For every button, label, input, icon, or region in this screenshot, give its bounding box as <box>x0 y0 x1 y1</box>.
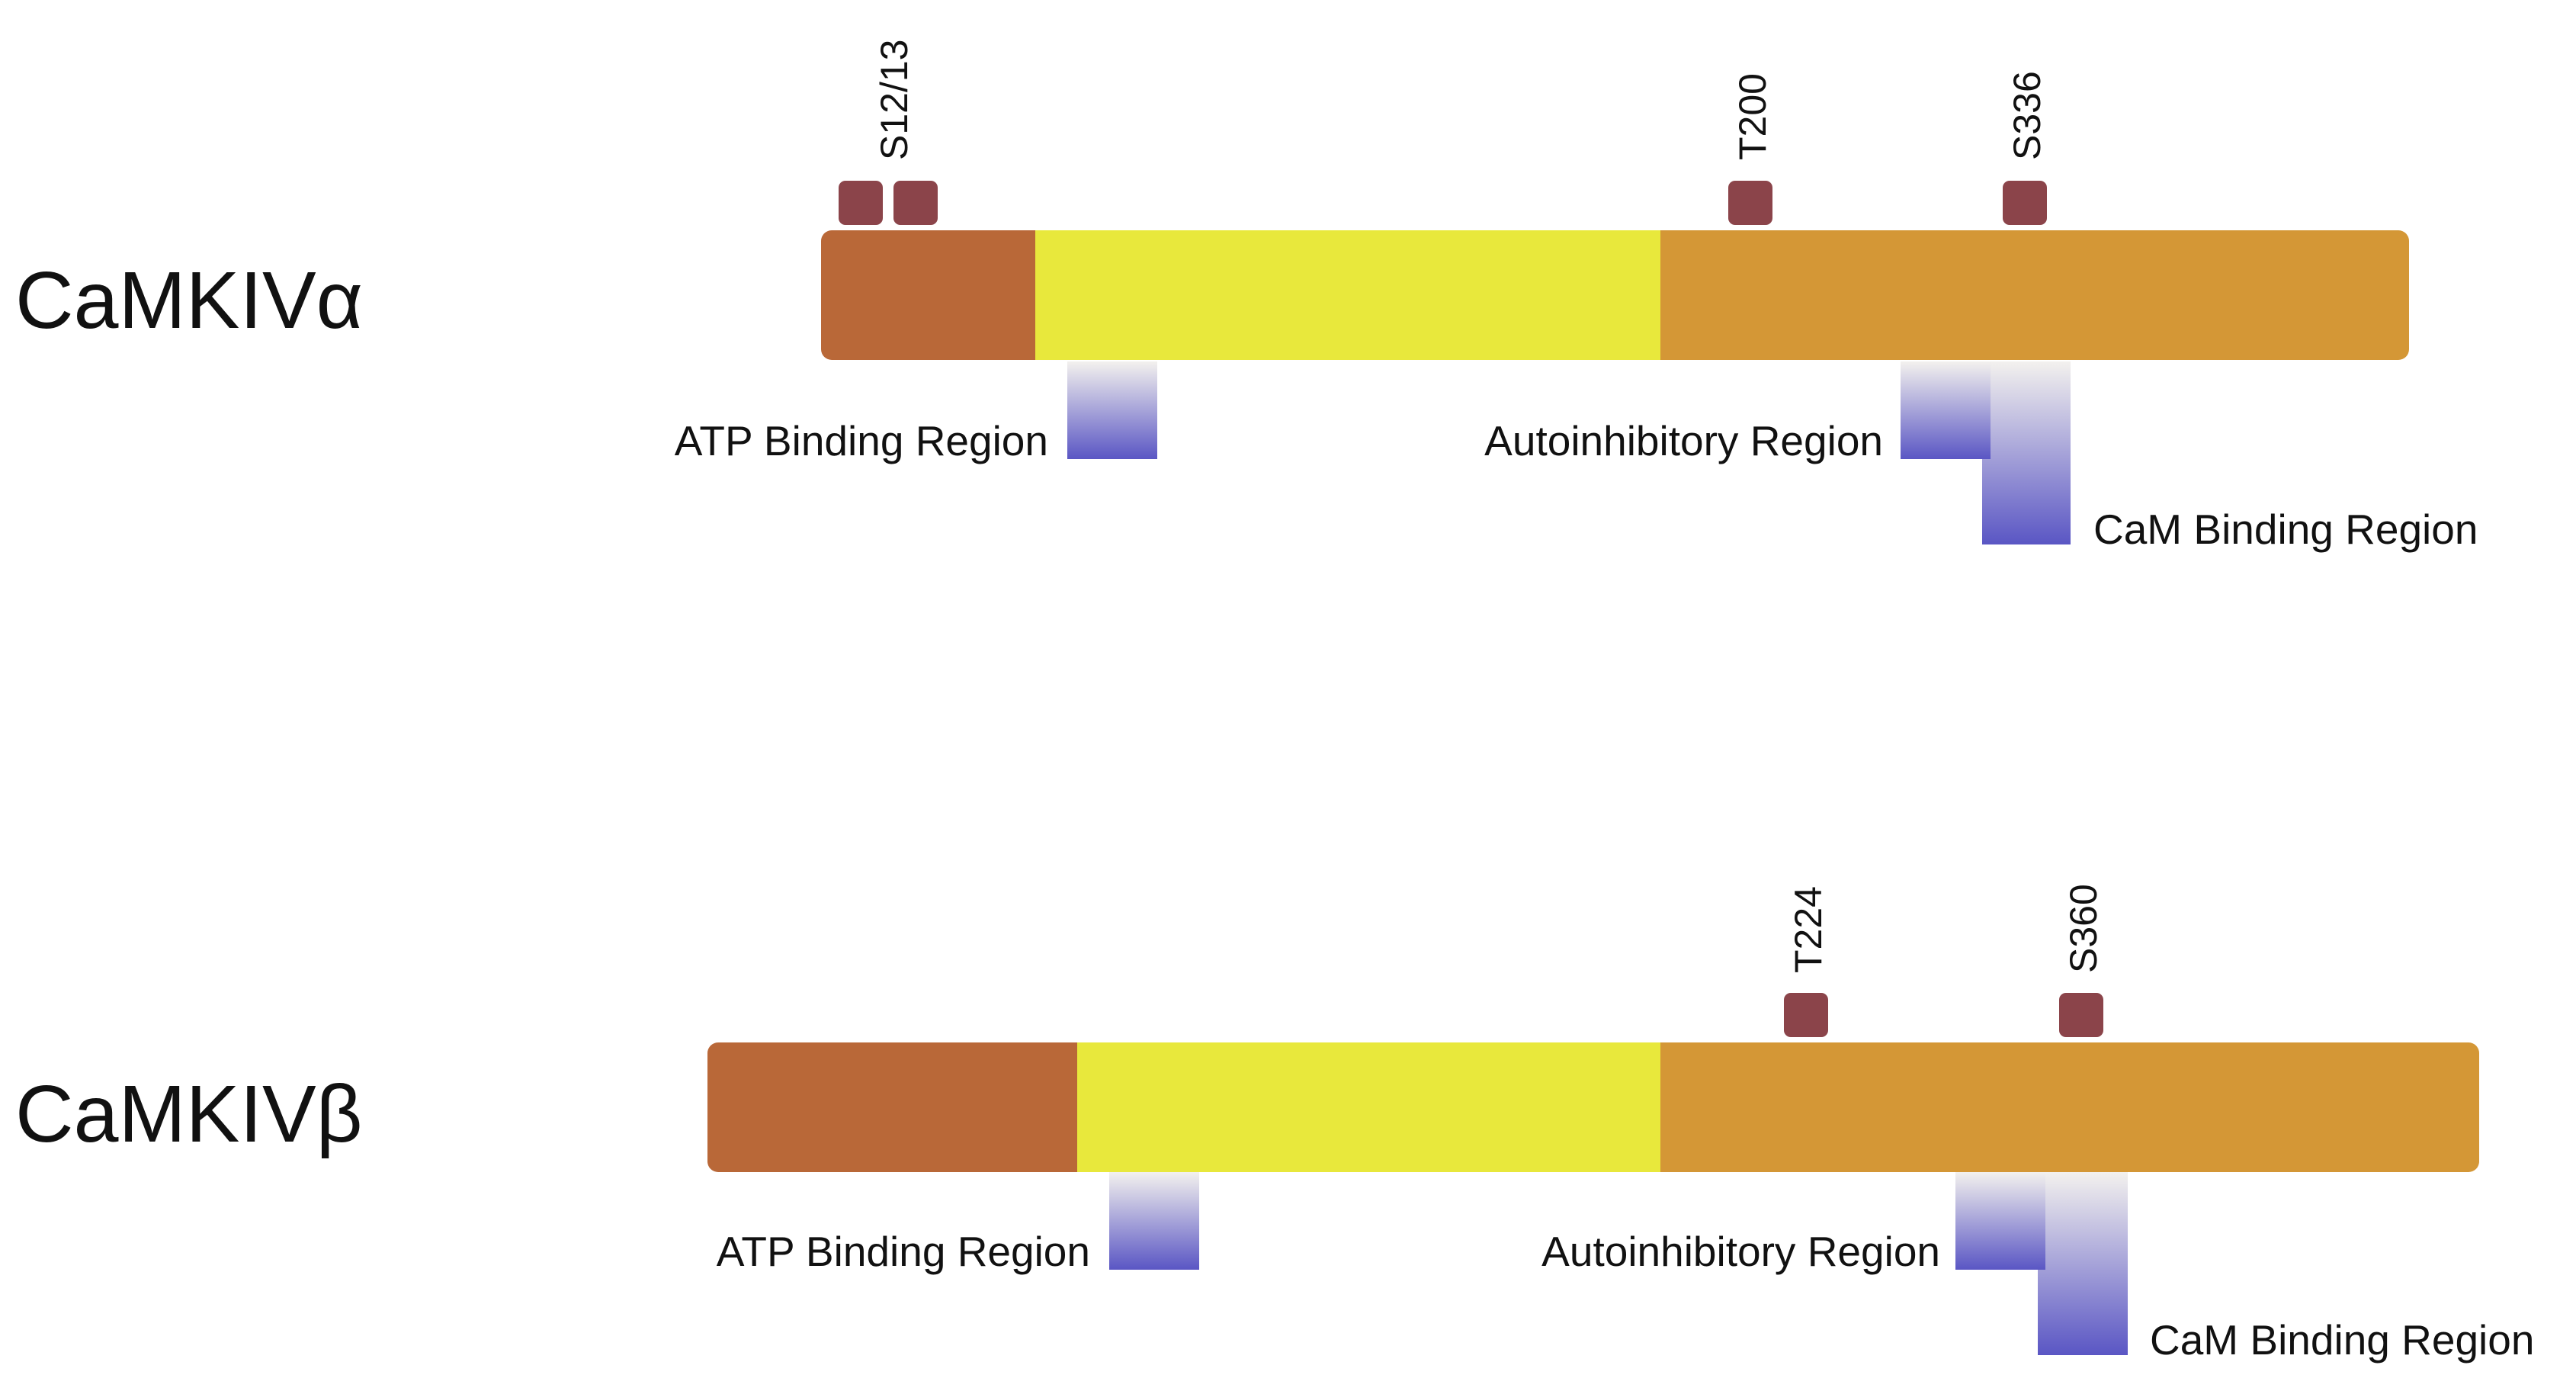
autoinhibitory-region-label: Autoinhibitory Region <box>1484 417 1883 464</box>
autoinhibitory-region-label: Autoinhibitory Region <box>1541 1228 1940 1275</box>
autoinhibitory-region-marker <box>1901 361 1991 459</box>
n-terminal-domain <box>707 1042 1112 1172</box>
phospho-site-marker <box>893 181 938 225</box>
phospho-site-label: T200 <box>1731 73 1774 160</box>
kinase-domain <box>1077 1042 1662 1172</box>
protein-alpha: CaMKIVα S12/13 T200 S336 ATP Binding Reg… <box>15 40 2478 553</box>
cam-binding-region-label: CaM Binding Region <box>2093 506 2478 553</box>
n-terminal-domain <box>821 230 1065 360</box>
phospho-site-label: S12/13 <box>873 40 916 160</box>
domain-bar-alpha <box>821 230 2409 360</box>
domain-bar-beta <box>707 1042 2479 1172</box>
kinase-domain <box>1035 230 1662 360</box>
phospho-site-label: S336 <box>2006 71 2048 160</box>
protein-name-alpha: CaMKIVα <box>15 255 363 345</box>
regulatory-domain-square-edge <box>1660 1042 1691 1172</box>
phospho-site-label: T224 <box>1787 886 1830 973</box>
atp-binding-region-label: ATP Binding Region <box>675 417 1048 464</box>
phospho-site-marker <box>1728 181 1772 225</box>
phospho-site-marker <box>1784 993 1828 1037</box>
atp-binding-region-label: ATP Binding Region <box>717 1228 1090 1275</box>
atp-binding-region-marker <box>1067 361 1157 459</box>
protein-name-beta: CaMKIVβ <box>15 1069 363 1159</box>
regulatory-domain-square-edge <box>1660 230 1691 360</box>
protein-beta: CaMKIVβ T224 S360 ATP Binding Region CaM… <box>15 884 2534 1364</box>
atp-binding-region-marker <box>1109 1172 1199 1270</box>
phospho-site-marker <box>2059 993 2103 1037</box>
phospho-site-marker <box>2003 181 2047 225</box>
regulatory-domain <box>1660 230 2409 360</box>
phospho-site-marker <box>839 181 883 225</box>
regulatory-domain <box>1660 1042 2479 1172</box>
cam-binding-region-label: CaM Binding Region <box>2150 1316 2534 1364</box>
cam-binding-region-marker <box>2038 1172 2128 1355</box>
autoinhibitory-region-marker <box>1955 1172 2045 1270</box>
phospho-site-label: S360 <box>2062 884 2105 973</box>
cam-binding-region-marker <box>1982 361 2071 544</box>
